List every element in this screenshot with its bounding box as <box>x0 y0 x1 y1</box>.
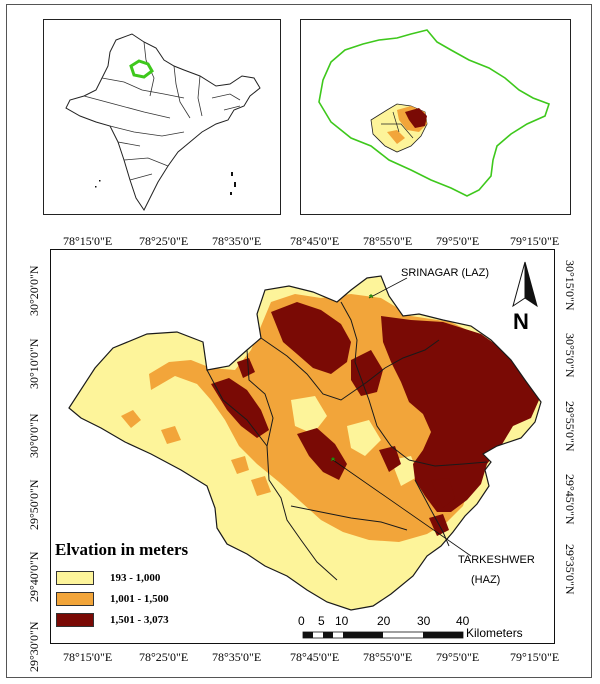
right-latitude-label: 29°45'0"N <box>563 474 577 525</box>
left-latitude-label: 29°30'0"N <box>27 621 41 672</box>
left-latitude-label: 30°20'0"N <box>27 265 41 316</box>
india-locator-inset <box>43 19 281 215</box>
top-longitude-label: 78°25'0"E <box>139 234 189 248</box>
north-label: N <box>513 309 529 334</box>
bottom-longitude-label: 78°55'0"E <box>363 650 413 664</box>
right-latitude-label: 29°35'0"N <box>563 544 577 595</box>
top-longitude-label: 78°45'0"E <box>290 234 340 248</box>
legend-item: 1,501 - 3,073 <box>56 613 169 627</box>
tarkeshwer-site-marker <box>330 456 336 462</box>
top-longitude-label: 78°35'0"E <box>212 234 262 248</box>
left-latitude-label: 30°0'0"N <box>27 413 41 458</box>
scale-tick-label: 5 <box>318 614 325 628</box>
scale-unit-label: Kilometers <box>466 626 523 640</box>
left-latitude-label: 29°40'0"N <box>27 551 41 602</box>
legend-label: 1,501 - 3,073 <box>110 614 169 626</box>
bottom-longitude-label: 79°15'0"E <box>510 650 560 664</box>
state-locator-inset <box>300 19 571 215</box>
top-longitude-label: 79°15'0"E <box>510 234 560 248</box>
right-latitude-label: 29°55'0"N <box>563 401 577 452</box>
legend-swatch-mid <box>56 592 94 606</box>
srinagar-label: SRINAGAR (LAZ) <box>401 267 490 279</box>
bottom-longitude-label: 78°35'0"E <box>212 650 262 664</box>
bottom-longitude-label: 78°25'0"E <box>139 650 189 664</box>
srinagar-site-marker <box>368 293 374 299</box>
top-longitude-label: 79°5'0"E <box>436 234 480 248</box>
legend-title: Elvation in meters <box>55 540 189 559</box>
top-longitude-label: 78°55'0"E <box>363 234 413 248</box>
india-outline-map <box>65 33 261 211</box>
scale-tick-label: 40 <box>456 614 470 628</box>
state-outline-map <box>318 29 551 197</box>
legend-label: 193 - 1,000 <box>110 572 161 584</box>
scale-tick-label: 0 <box>298 614 305 628</box>
scale-tick-label: 20 <box>377 614 391 628</box>
elevation-map-svg <box>68 261 542 639</box>
right-latitude-label: 30°5'0"N <box>563 333 577 378</box>
bottom-longitude-label: 79°5'0"E <box>436 650 480 664</box>
legend-item: 1,001 - 1,500 <box>56 592 169 606</box>
legend-label: 1,001 - 1,500 <box>110 593 169 605</box>
tarkeshwer-label-line2: (HAZ) <box>471 574 501 586</box>
bottom-longitude-label: 78°15'0"E <box>63 650 113 664</box>
north-arrow-icon <box>512 261 538 308</box>
left-latitude-label: 30°10'0"N <box>27 338 41 389</box>
tarkeshwer-label-line1: TARKESHWER <box>458 554 535 566</box>
left-latitude-label: 29°50'0"N <box>27 479 41 530</box>
right-latitude-label: 30°15'0"N <box>563 260 577 311</box>
uttarakhand-highlight <box>129 59 154 79</box>
scale-tick-label: 30 <box>417 614 431 628</box>
top-longitude-label: 78°15'0"E <box>63 234 113 248</box>
legend-swatch-high <box>56 613 94 627</box>
scale-bar <box>302 631 464 639</box>
legend-swatch-low <box>56 571 94 585</box>
legend-item: 193 - 1,000 <box>56 571 160 585</box>
bottom-longitude-label: 78°45'0"E <box>290 650 340 664</box>
elevation-map <box>50 249 555 644</box>
scale-tick-label: 10 <box>335 614 349 628</box>
